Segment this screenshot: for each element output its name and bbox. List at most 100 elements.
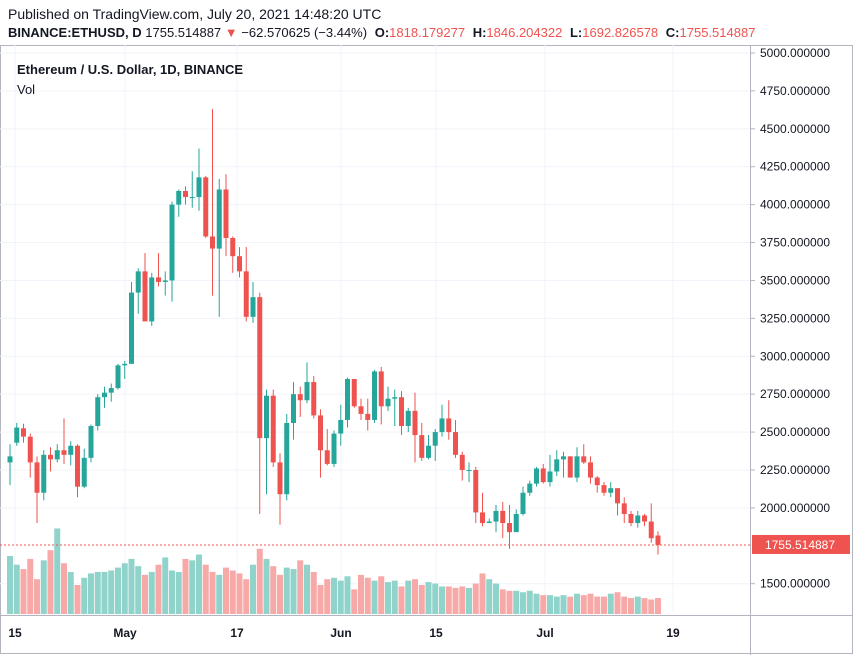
volume-bar bbox=[486, 579, 493, 614]
last-price: 1755.514887 bbox=[145, 25, 222, 40]
x-tick-label: Jul bbox=[536, 626, 553, 640]
volume-bar bbox=[81, 577, 88, 614]
volume-bar bbox=[533, 593, 540, 614]
volume-bar bbox=[223, 567, 229, 614]
volume-bar bbox=[61, 563, 67, 614]
candle-body bbox=[419, 435, 425, 458]
volume-bar bbox=[540, 595, 547, 614]
price-axis[interactable]: 1500.000000 2000.000000 2250.000000 2500.00… bbox=[750, 46, 830, 591]
candle-body bbox=[169, 204, 175, 281]
candle-body bbox=[237, 256, 242, 272]
chart-frame bbox=[0, 45, 853, 654]
candle-body bbox=[473, 469, 479, 513]
candle-body bbox=[500, 510, 506, 524]
candle-body bbox=[358, 406, 364, 414]
y-tick-label: 4000.000000 bbox=[760, 198, 830, 212]
candle-body bbox=[453, 432, 458, 455]
candle-body bbox=[507, 523, 512, 533]
x-tick-label: 15 bbox=[429, 626, 443, 640]
candle-body bbox=[102, 392, 107, 398]
candle-body bbox=[41, 454, 47, 493]
volume-bar bbox=[526, 590, 533, 614]
candle-body bbox=[466, 469, 472, 471]
chart-legend-title: Ethereum / U.S. Dollar, 1D, BINANCE bbox=[17, 62, 243, 77]
volume-bar bbox=[47, 550, 54, 614]
volume-bar bbox=[317, 585, 324, 614]
candle-body bbox=[648, 521, 654, 539]
last-price-label: 1755.514887 bbox=[765, 538, 835, 552]
volume-bar bbox=[344, 576, 351, 614]
candle-body bbox=[129, 292, 134, 364]
volume-bar bbox=[391, 580, 398, 614]
volume-bar bbox=[310, 571, 317, 614]
candle-body bbox=[520, 492, 526, 514]
volume-bar bbox=[162, 557, 169, 614]
volume-bar bbox=[358, 574, 364, 614]
volume-bar bbox=[405, 580, 412, 614]
candle-body bbox=[108, 388, 114, 393]
candle-body bbox=[513, 513, 519, 533]
candle-body bbox=[156, 277, 161, 282]
candle-body bbox=[81, 457, 87, 487]
volume-bar bbox=[290, 569, 297, 614]
volume-bar bbox=[74, 585, 81, 614]
candle-body bbox=[412, 410, 418, 436]
candle-body bbox=[459, 454, 465, 470]
x-tick-label: 15 bbox=[8, 626, 22, 640]
volume-bar bbox=[351, 589, 358, 614]
volume-bar bbox=[88, 573, 94, 614]
volume-bar bbox=[418, 585, 425, 614]
volume-bar bbox=[142, 574, 148, 614]
candle-body bbox=[426, 445, 431, 458]
volume-bar bbox=[560, 595, 567, 614]
volume-bar bbox=[594, 596, 601, 614]
candle-body bbox=[243, 271, 249, 317]
volume-bar bbox=[182, 558, 189, 614]
candle-body bbox=[149, 277, 155, 322]
volume-bar bbox=[27, 558, 34, 614]
volume-bar bbox=[493, 583, 499, 614]
volume-bar bbox=[547, 595, 553, 614]
volume-bar bbox=[54, 528, 61, 614]
volume-bar bbox=[94, 571, 101, 614]
volume-bar bbox=[175, 571, 182, 614]
candle-body bbox=[534, 468, 539, 484]
y-tick-label: 3750.000000 bbox=[760, 236, 830, 250]
volume-bar bbox=[108, 570, 115, 614]
volume-bar bbox=[263, 558, 270, 614]
volume-bar bbox=[412, 579, 418, 614]
price-change: −62.570625 (−3.44%) bbox=[241, 25, 368, 40]
candle-body bbox=[297, 394, 303, 401]
volume-bar bbox=[34, 579, 40, 614]
candle-body bbox=[615, 488, 620, 504]
candle-body bbox=[162, 280, 168, 282]
candles bbox=[7, 109, 661, 555]
candle-body bbox=[446, 418, 452, 433]
volume-bar bbox=[378, 576, 385, 614]
volume-bar bbox=[459, 586, 466, 614]
time-axis[interactable]: 15 May 17 Jun 15 Jul 19 bbox=[8, 626, 680, 640]
volume-bar bbox=[189, 560, 196, 614]
candle-body bbox=[588, 462, 593, 478]
candle-body bbox=[493, 510, 499, 522]
volume-bar bbox=[216, 574, 223, 614]
candle-body bbox=[642, 515, 647, 522]
x-tick-label: May bbox=[113, 626, 137, 640]
candle-body bbox=[250, 297, 256, 317]
volume-bar bbox=[655, 598, 661, 614]
candle-body bbox=[88, 426, 94, 458]
volume-bar bbox=[398, 586, 405, 614]
volume-bar bbox=[277, 574, 283, 614]
close-label: C: bbox=[665, 25, 680, 40]
volume-bar bbox=[13, 564, 20, 614]
y-tick-label: 5000.000000 bbox=[760, 46, 830, 60]
volume-bar bbox=[574, 593, 580, 614]
volume-bar bbox=[155, 564, 162, 614]
candle-body bbox=[378, 371, 384, 407]
symbol-name: BINANCE:ETHUSD, D bbox=[8, 25, 142, 40]
down-arrow-icon: ▼ bbox=[224, 25, 238, 40]
candle-body bbox=[257, 297, 263, 439]
price-chart[interactable]: 1500.000000 2000.000000 2250.000000 2500.00… bbox=[0, 45, 860, 655]
volume-bar bbox=[121, 563, 128, 614]
candle-body bbox=[540, 468, 546, 483]
